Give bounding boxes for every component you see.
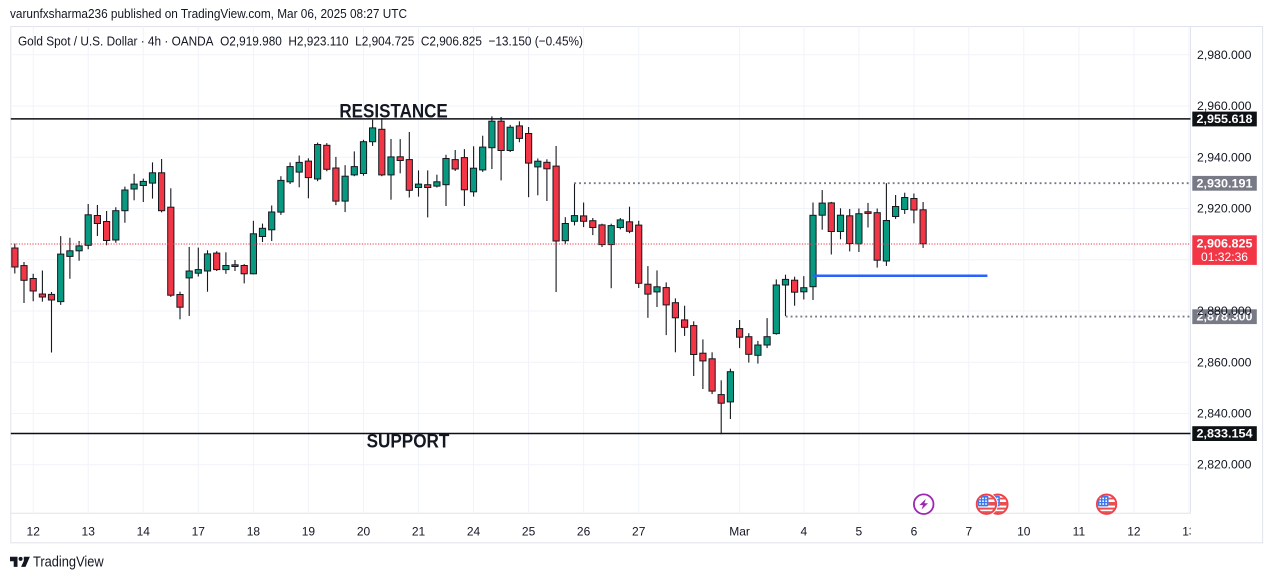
svg-text:varunfxsharma236 published on: varunfxsharma236 published on TradingVie… <box>10 6 407 21</box>
svg-text:Mar: Mar <box>729 525 750 539</box>
svg-text:2,878.300: 2,878.300 <box>1197 312 1253 324</box>
svg-text:6: 6 <box>911 525 918 539</box>
svg-text:7: 7 <box>965 525 972 539</box>
svg-text:2,820.000: 2,820.000 <box>1197 458 1252 472</box>
svg-text:26: 26 <box>577 525 591 539</box>
svg-text:21: 21 <box>412 525 426 539</box>
svg-text:SUPPORT: SUPPORT <box>367 432 450 453</box>
svg-text:13: 13 <box>82 525 96 539</box>
svg-text:2,880.000: 2,880.000 <box>1197 304 1252 318</box>
svg-text:TradingView: TradingView <box>33 555 104 571</box>
svg-text:27: 27 <box>632 525 646 539</box>
svg-text:11: 11 <box>1073 525 1086 539</box>
svg-text:2,980.000: 2,980.000 <box>1197 48 1252 62</box>
svg-text:01:32:36: 01:32:36 <box>1201 252 1248 264</box>
svg-text:2,833.154: 2,833.154 <box>1197 429 1254 441</box>
svg-text:2,930.191: 2,930.191 <box>1197 178 1254 190</box>
svg-text:2,920.000: 2,920.000 <box>1197 202 1252 216</box>
svg-text:5: 5 <box>856 525 863 539</box>
svg-text:18: 18 <box>247 525 261 539</box>
svg-text:24: 24 <box>467 525 481 539</box>
svg-text:25: 25 <box>522 525 536 539</box>
svg-text:14: 14 <box>137 525 151 539</box>
svg-text:2,960.000: 2,960.000 <box>1197 99 1252 113</box>
svg-text:RESISTANCE: RESISTANCE <box>339 102 447 123</box>
svg-text:2,906.825: 2,906.825 <box>1197 238 1254 250</box>
svg-text:2,840.000: 2,840.000 <box>1197 407 1252 421</box>
svg-text:12: 12 <box>27 525 41 539</box>
svg-text:13: 13 <box>1182 525 1196 539</box>
svg-text:2,860.000: 2,860.000 <box>1197 356 1252 370</box>
svg-text:4: 4 <box>801 525 808 539</box>
svg-text:2,940.000: 2,940.000 <box>1197 150 1252 164</box>
svg-text:12: 12 <box>1127 525 1141 539</box>
svg-text:17: 17 <box>192 525 206 539</box>
svg-text:20: 20 <box>357 525 371 539</box>
svg-text:Gold Spot / U.S. Dollar · 4h ·: Gold Spot / U.S. Dollar · 4h · OANDA O2,… <box>18 34 583 49</box>
svg-text:2,955.618: 2,955.618 <box>1197 114 1254 126</box>
svg-text:10: 10 <box>1017 525 1031 539</box>
svg-text:19: 19 <box>302 525 316 539</box>
